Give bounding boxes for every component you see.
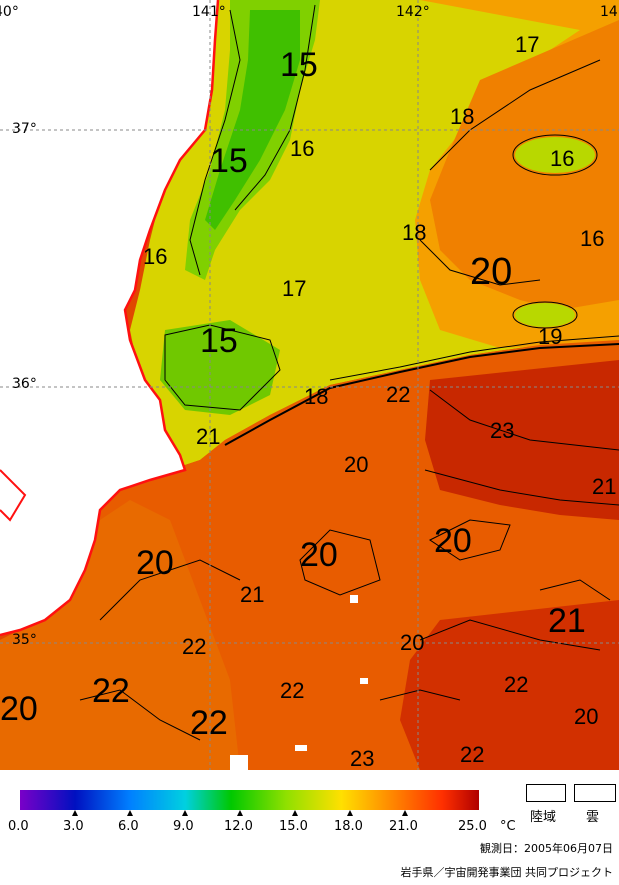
svg-text:23: 23: [490, 418, 514, 443]
colorbar-tick: 15.0: [279, 819, 308, 834]
colorbar-unit: °C: [500, 819, 516, 834]
svg-text:20: 20: [400, 630, 424, 655]
isotherm-contours: [79, 4, 619, 741]
svg-text:21: 21: [592, 474, 616, 499]
cold-core: [205, 10, 300, 230]
cool-eddy: [515, 137, 595, 173]
svg-text:22: 22: [280, 678, 304, 703]
coastline-fragment: [0, 469, 27, 522]
svg-text:21: 21: [196, 424, 220, 449]
colorbar-tick: 9.0: [173, 819, 194, 834]
svg-text:18: 18: [304, 384, 328, 409]
svg-text:17: 17: [282, 276, 306, 301]
colorbar-tick: 3.0: [63, 819, 84, 834]
colorbar-tick: 6.0: [118, 819, 139, 834]
colorbar-tick: 25.0: [458, 819, 487, 834]
graticule: [0, 0, 619, 770]
lon-label-143: 14: [600, 4, 618, 20]
svg-text:20: 20: [0, 690, 38, 728]
sea-surface-temperature-map: 40° 141° 142° 14 37° 36° 35° 15 15 16 16…: [0, 0, 619, 771]
svg-text:23: 23: [350, 746, 374, 770]
cloud-legend-label: 雲: [586, 809, 600, 824]
contour-labels: 15 15 16 16 17 18 18 16 17 18 20 19 16 1…: [0, 32, 616, 771]
lat-label-36: 36°: [12, 376, 37, 392]
svg-text:16: 16: [290, 136, 314, 161]
lon-label-141: 141°: [192, 4, 226, 20]
svg-text:20: 20: [344, 452, 368, 477]
svg-text:20: 20: [574, 704, 598, 729]
svg-text:16: 16: [143, 244, 167, 269]
svg-text:22: 22: [92, 672, 130, 710]
svg-text:22: 22: [182, 634, 206, 659]
cloud-patch: [295, 745, 307, 751]
cool-eddy: [515, 303, 575, 327]
colorbar-tick: 12.0: [224, 819, 253, 834]
coastline: [0, 0, 220, 637]
land-legend-swatch: [526, 784, 566, 802]
legend-area: 0.0 3.0 6.0 9.0 12.0 15.0 18.0 21.0 25.0…: [0, 770, 619, 881]
observation-date: 観測日：2005年06月07日: [480, 842, 613, 855]
svg-text:15: 15: [210, 142, 248, 180]
colorbar-tick: 18.0: [334, 819, 363, 834]
svg-text:22: 22: [190, 704, 228, 742]
svg-text:18: 18: [402, 220, 426, 245]
lon-label-140: 40°: [0, 4, 19, 20]
cloud-legend-swatch: [574, 784, 616, 802]
cloud-patch: [230, 755, 248, 770]
colorbar-gradient: [20, 790, 479, 810]
lat-label-35: 35°: [12, 632, 37, 648]
hot-core: [425, 360, 619, 520]
lon-label-142: 142°: [396, 4, 430, 20]
svg-text:18: 18: [450, 104, 474, 129]
land-honshu: [0, 0, 218, 635]
temperature-colorbar: 0.0 3.0 6.0 9.0 12.0 15.0 18.0 21.0 25.0…: [8, 790, 516, 834]
svg-text:15: 15: [200, 322, 238, 360]
lat-label-37: 37°: [12, 121, 37, 137]
svg-text:22: 22: [460, 742, 484, 767]
colorbar-tick: 21.0: [389, 819, 418, 834]
cloud-patch: [360, 678, 368, 684]
svg-text:20: 20: [470, 251, 512, 293]
svg-text:21: 21: [240, 582, 264, 607]
svg-text:16: 16: [550, 146, 574, 171]
svg-text:20: 20: [300, 536, 338, 574]
land-legend-label: 陸域: [530, 809, 557, 824]
svg-text:22: 22: [386, 382, 410, 407]
credit-line: 岩手県／宇宙開発事業団 共同プロジェクト: [400, 866, 614, 879]
mild-zone: [0, 500, 240, 770]
cold-pool-south: [160, 320, 280, 415]
svg-text:17: 17: [515, 32, 539, 57]
svg-text:19: 19: [538, 324, 562, 349]
svg-text:16: 16: [580, 226, 604, 251]
svg-text:20: 20: [434, 522, 472, 560]
svg-text:21: 21: [548, 602, 586, 640]
svg-text:20: 20: [136, 544, 174, 582]
svg-text:15: 15: [280, 46, 318, 84]
colorbar-tick: 0.0: [8, 819, 29, 834]
svg-text:22: 22: [504, 672, 528, 697]
cloud-patch: [350, 595, 358, 603]
